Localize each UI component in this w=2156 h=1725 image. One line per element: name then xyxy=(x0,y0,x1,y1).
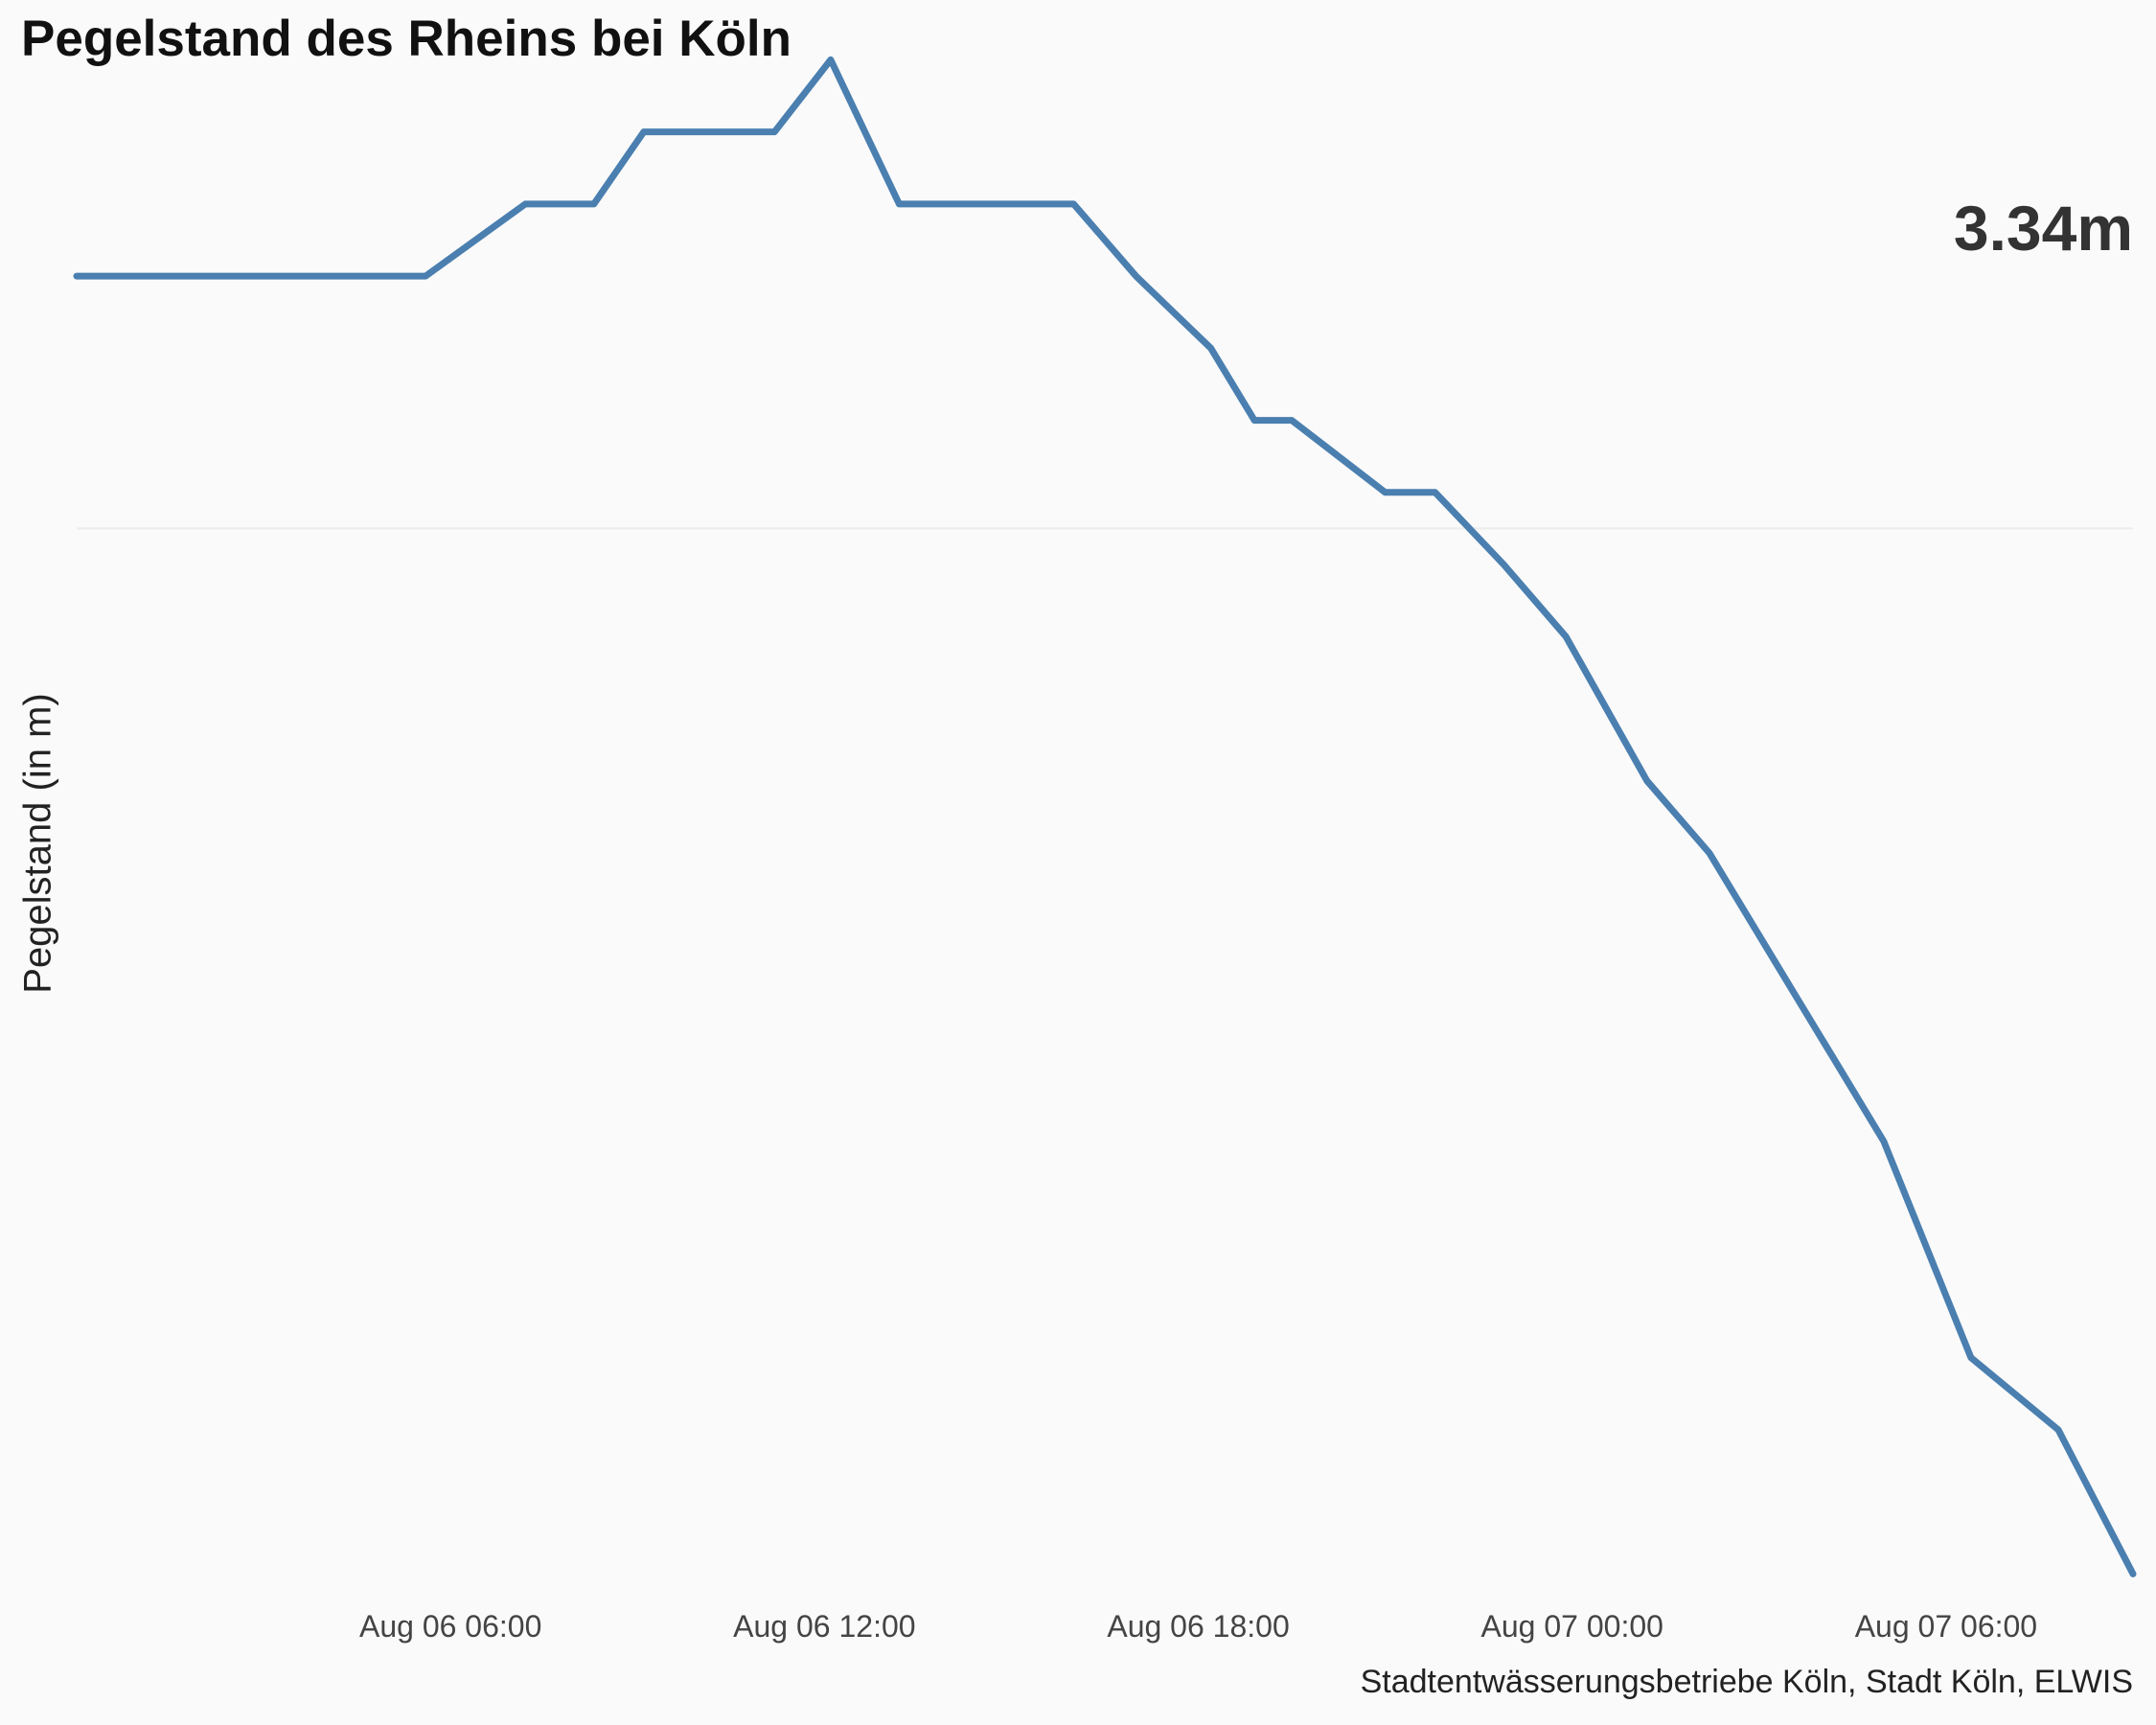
x-tick-label: Aug 07 00:00 xyxy=(1481,1609,1663,1644)
current-level-value: 3.34m xyxy=(1953,193,2133,264)
x-tick-label: Aug 07 06:00 xyxy=(1855,1609,2037,1644)
x-tick-label: Aug 06 12:00 xyxy=(733,1609,915,1644)
source-caption: Stadtentwässerungsbetriebe Köln, Stadt K… xyxy=(1360,1664,2133,1700)
x-tick-label: Aug 06 06:00 xyxy=(359,1609,541,1644)
x-tick-label: Aug 06 18:00 xyxy=(1107,1609,1289,1644)
chart-title: Pegelstand des Rheins bei Köln xyxy=(21,11,792,67)
water-level-line xyxy=(73,56,2137,1577)
